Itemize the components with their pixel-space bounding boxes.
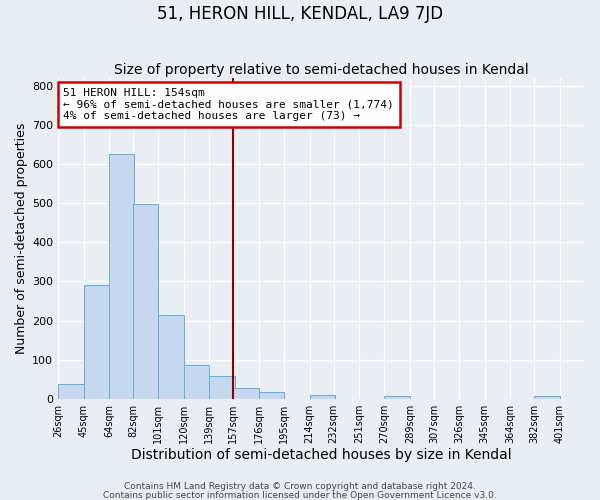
Bar [133,204,158,398]
Title: Size of property relative to semi-detached houses in Kendal: Size of property relative to semi-detach… [114,63,529,77]
Bar [310,395,335,398]
Bar [534,396,560,398]
Text: Contains public sector information licensed under the Open Government Licence v3: Contains public sector information licen… [103,490,497,500]
Y-axis label: Number of semi-detached properties: Number of semi-detached properties [15,122,28,354]
Bar [58,384,83,398]
Text: 51, HERON HILL, KENDAL, LA9 7JD: 51, HERON HILL, KENDAL, LA9 7JD [157,5,443,23]
Bar [184,366,209,398]
Text: Contains HM Land Registry data © Crown copyright and database right 2024.: Contains HM Land Registry data © Crown c… [124,482,476,491]
Bar [158,316,184,398]
X-axis label: Distribution of semi-detached houses by size in Kendal: Distribution of semi-detached houses by … [131,448,512,462]
Bar [109,154,134,398]
Bar [83,286,109,399]
Bar [209,376,235,398]
Bar [385,396,410,398]
Text: 51 HERON HILL: 154sqm
← 96% of semi-detached houses are smaller (1,774)
4% of se: 51 HERON HILL: 154sqm ← 96% of semi-deta… [64,88,394,121]
Bar [259,392,284,398]
Bar [233,388,259,398]
